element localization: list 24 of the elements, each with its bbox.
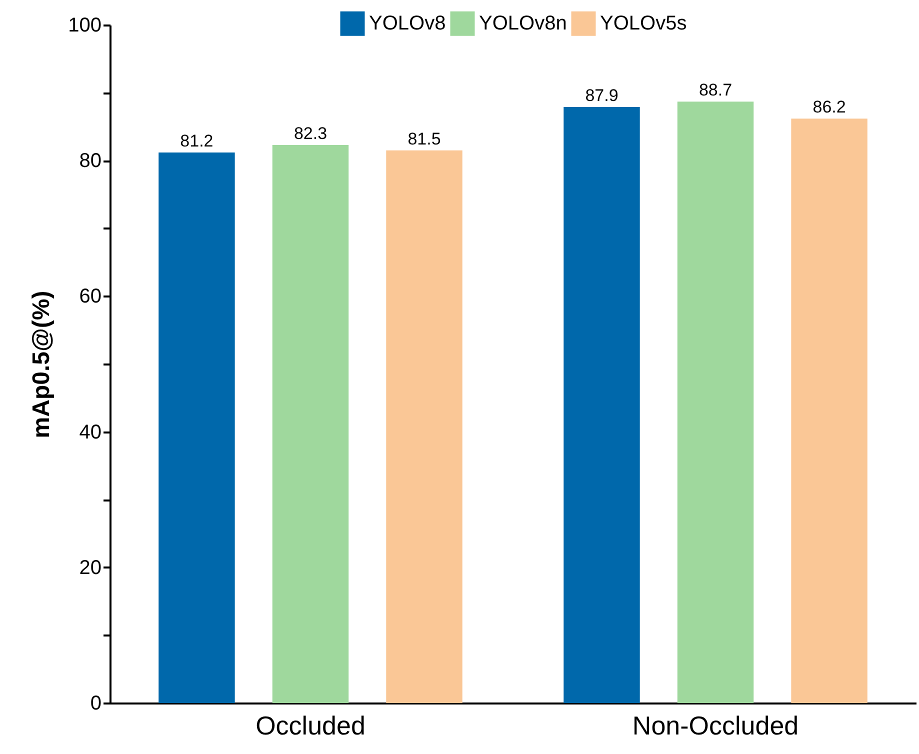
bar bbox=[386, 150, 462, 703]
bar bbox=[158, 152, 235, 703]
bar bbox=[564, 107, 640, 703]
x-tick-label: Occluded bbox=[256, 710, 366, 740]
data-label: 81.5 bbox=[408, 129, 441, 148]
y-tick-label: 0 bbox=[90, 692, 102, 714]
bar bbox=[677, 102, 754, 703]
data-label: 87.9 bbox=[585, 86, 618, 106]
data-label: 88.7 bbox=[698, 80, 732, 100]
data-label: 81.2 bbox=[180, 131, 214, 150]
legend-label: YOLOv5s bbox=[600, 12, 687, 35]
bar bbox=[272, 145, 349, 703]
data-label: 86.2 bbox=[812, 98, 846, 117]
y-tick-label: 20 bbox=[79, 556, 102, 579]
data-label: 82.3 bbox=[294, 124, 328, 144]
bar bbox=[791, 118, 868, 703]
y-tick-label: 60 bbox=[79, 286, 102, 308]
legend-label: YOLOv8n bbox=[479, 12, 567, 35]
x-tick-label: Non-Occluded bbox=[632, 710, 799, 740]
y-tick-label: 100 bbox=[68, 14, 102, 36]
y-tick-label: 80 bbox=[79, 150, 102, 172]
legend-label: YOLOv8 bbox=[369, 12, 446, 35]
y-tick-label: 40 bbox=[79, 421, 102, 444]
y-axis-title: mAp0.5@(%) bbox=[28, 290, 56, 438]
